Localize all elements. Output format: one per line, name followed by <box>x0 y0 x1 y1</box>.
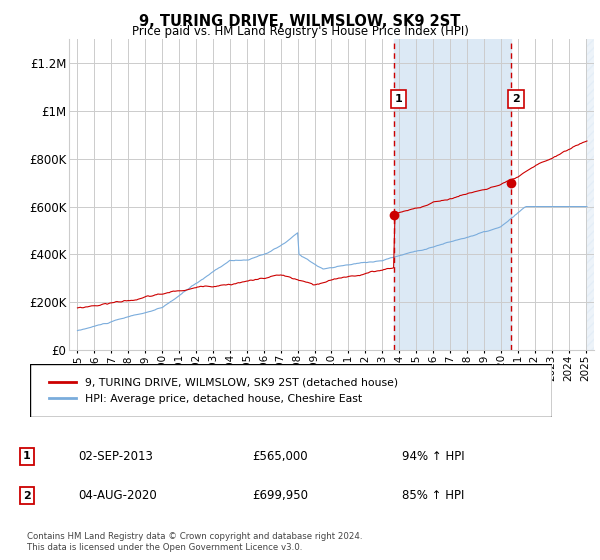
Text: 9, TURING DRIVE, WILMSLOW, SK9 2ST: 9, TURING DRIVE, WILMSLOW, SK9 2ST <box>139 14 461 29</box>
Text: 04-AUG-2020: 04-AUG-2020 <box>78 489 157 502</box>
Text: £699,950: £699,950 <box>252 489 308 502</box>
FancyBboxPatch shape <box>30 364 552 417</box>
Text: 02-SEP-2013: 02-SEP-2013 <box>78 450 153 463</box>
Text: 2: 2 <box>23 491 31 501</box>
Text: 1: 1 <box>395 94 403 104</box>
Bar <box>586 39 600 350</box>
Bar <box>586 39 600 350</box>
Legend: 9, TURING DRIVE, WILMSLOW, SK9 2ST (detached house), HPI: Average price, detache: 9, TURING DRIVE, WILMSLOW, SK9 2ST (deta… <box>41 368 407 413</box>
Text: Price paid vs. HM Land Registry's House Price Index (HPI): Price paid vs. HM Land Registry's House … <box>131 25 469 38</box>
Text: 2: 2 <box>512 94 520 104</box>
Text: 85% ↑ HPI: 85% ↑ HPI <box>402 489 464 502</box>
Text: £565,000: £565,000 <box>252 450 308 463</box>
Bar <box>394 39 511 350</box>
Text: 1: 1 <box>23 451 31 461</box>
Text: Contains HM Land Registry data © Crown copyright and database right 2024.
This d: Contains HM Land Registry data © Crown c… <box>27 532 362 552</box>
Text: 94% ↑ HPI: 94% ↑ HPI <box>402 450 464 463</box>
